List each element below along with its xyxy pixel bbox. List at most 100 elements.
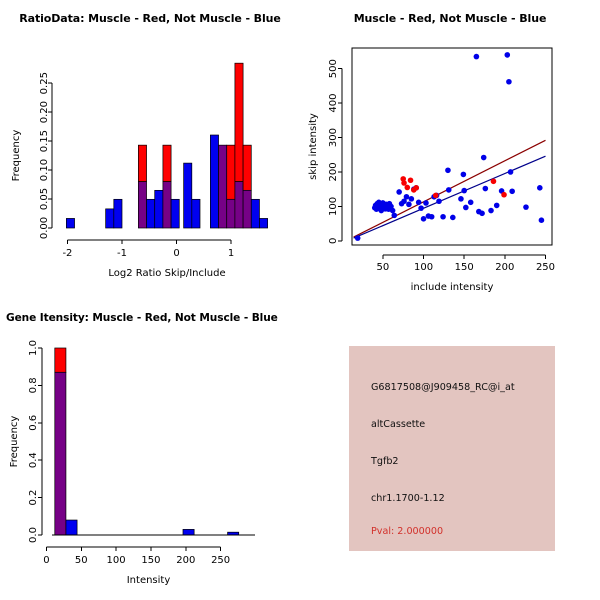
x-tick-label: 100 bbox=[107, 555, 126, 566]
y-tick-label: 0.00 bbox=[39, 217, 50, 239]
scatter-point bbox=[420, 216, 427, 222]
scatter-point bbox=[418, 205, 424, 211]
scatter-title: Muscle - Red, Not Muscle - Blue bbox=[353, 12, 547, 25]
scatter-point bbox=[538, 217, 545, 224]
scatter-point bbox=[428, 213, 435, 220]
scatter-point bbox=[423, 200, 429, 206]
pvalue-text: Pval: 2.000000 bbox=[371, 526, 444, 537]
histogram-bar bbox=[226, 144, 236, 200]
histogram-bar bbox=[191, 198, 201, 229]
scatter-point bbox=[445, 187, 452, 193]
histogram-bar bbox=[234, 181, 244, 229]
scatter-point bbox=[523, 204, 529, 210]
scatter-point bbox=[488, 207, 494, 214]
panel-gene-histogram: Gene Itensity: Muscle - Red, Not Muscle … bbox=[0, 300, 300, 600]
y-tick-label: 300 bbox=[328, 128, 339, 147]
x-tick-label: 250 bbox=[211, 555, 230, 566]
x-tick-label: 200 bbox=[495, 262, 514, 273]
histogram-bar bbox=[105, 208, 115, 229]
y-tick-label: 0.6 bbox=[28, 415, 39, 431]
histogram-bar bbox=[210, 134, 219, 229]
y-tick-label: 100 bbox=[328, 197, 339, 216]
y-tick-label: 0.25 bbox=[39, 72, 50, 94]
scatter-point bbox=[463, 204, 469, 211]
event-type-text: altCassette bbox=[371, 419, 426, 430]
histogram-bar bbox=[154, 189, 164, 229]
gene-histogram-plot: 0.0 0.2 0.4 0.6 0.8 1.0 Frequency 0 50 100 150 200 2… bbox=[9, 340, 255, 586]
scatter-point bbox=[458, 196, 464, 202]
y-tick-label: 0.10 bbox=[39, 159, 50, 181]
histogram-bar bbox=[182, 529, 195, 536]
x-axis-title: include intensity bbox=[411, 282, 494, 293]
y-tick-label: 400 bbox=[328, 94, 339, 113]
y-tick-label: 500 bbox=[328, 59, 339, 78]
y-tick-label: 0 bbox=[328, 238, 339, 244]
x-tick-label: 0 bbox=[43, 555, 49, 566]
histogram-bar bbox=[259, 218, 268, 229]
panel-gene-info: G6817508@J909458_RC@i_at altCassette Tgf… bbox=[300, 300, 600, 600]
scatter-point bbox=[440, 213, 446, 220]
histogram-bar bbox=[242, 144, 252, 191]
y-axis-title: Frequency bbox=[11, 130, 22, 182]
histogram-bar bbox=[226, 198, 236, 229]
scatter-point bbox=[461, 187, 467, 194]
scatter-point bbox=[509, 188, 515, 195]
scatter-point bbox=[432, 192, 439, 199]
histogram-bar bbox=[183, 162, 193, 229]
scatter-point bbox=[450, 214, 456, 221]
histogram-bar bbox=[162, 144, 172, 183]
histogram-bar bbox=[113, 198, 123, 229]
scatter-point bbox=[404, 184, 411, 191]
x-tick-label: 250 bbox=[536, 262, 555, 273]
histogram-bar bbox=[66, 218, 75, 229]
histogram-bar bbox=[54, 371, 67, 536]
scatter-point bbox=[413, 185, 420, 191]
scatter-point bbox=[354, 235, 361, 241]
plot-frame bbox=[351, 47, 553, 246]
x-tick-label: 0 bbox=[173, 248, 179, 259]
gene-symbol-text: Tgfb2 bbox=[371, 456, 399, 467]
y-tick-label: 0.2 bbox=[28, 490, 39, 506]
histogram-bar bbox=[250, 198, 260, 229]
ratio-histogram-plot: 0.00 0.05 0.10 0.15 0.20 0.25 Frequency -2 -1 0 1L… bbox=[11, 62, 268, 279]
scatter-point bbox=[401, 180, 407, 186]
x-axis-title: Log2 Ratio Skip/Include bbox=[108, 268, 225, 279]
x-axis-title: Intensity bbox=[127, 575, 171, 586]
scatter-point bbox=[507, 169, 514, 175]
scatter-point bbox=[504, 52, 511, 58]
scatter-point bbox=[436, 198, 442, 205]
y-tick-label: 0.20 bbox=[39, 101, 50, 123]
x-tick-label: 100 bbox=[414, 262, 433, 273]
histogram-bar bbox=[218, 144, 228, 229]
scatter-point bbox=[408, 196, 415, 202]
scatter-plot: 0 100 200 300 400 500 skip intensity 50 100 150 20… bbox=[308, 47, 555, 293]
scatter-point bbox=[415, 199, 422, 206]
scatter-point bbox=[406, 201, 412, 208]
x-tick-label: 200 bbox=[176, 555, 195, 566]
y-axis-title: skip intensity bbox=[308, 113, 319, 180]
y-tick-label: 0.0 bbox=[28, 527, 39, 543]
x-tick-label: 150 bbox=[455, 262, 474, 273]
gene-info-box: G6817508@J909458_RC@i_at altCassette Tgf… bbox=[349, 346, 555, 551]
y-tick-label: 1.0 bbox=[28, 340, 39, 356]
scatter-point bbox=[396, 189, 402, 195]
x-tick-label: 1 bbox=[228, 248, 234, 259]
y-tick-label: 0.8 bbox=[28, 377, 39, 393]
regression-line bbox=[353, 155, 546, 239]
x-tick-label: -1 bbox=[117, 248, 127, 259]
scatter-point bbox=[401, 198, 407, 205]
y-tick-label: 0.15 bbox=[39, 130, 50, 152]
histogram-bar bbox=[138, 181, 147, 229]
x-tick-label: -2 bbox=[62, 248, 72, 259]
y-tick-label: 0.05 bbox=[39, 188, 50, 210]
scatter-point bbox=[482, 185, 489, 192]
histogram-bar bbox=[138, 144, 147, 183]
x-tick-label: 50 bbox=[377, 262, 390, 273]
scatter-point bbox=[490, 178, 497, 185]
histogram-bar bbox=[146, 198, 156, 229]
histogram-bar bbox=[162, 181, 172, 229]
y-axis-title: Frequency bbox=[9, 416, 20, 468]
histogram-bar bbox=[54, 347, 67, 373]
scatter-point bbox=[493, 202, 500, 209]
scatter-point bbox=[460, 171, 467, 178]
